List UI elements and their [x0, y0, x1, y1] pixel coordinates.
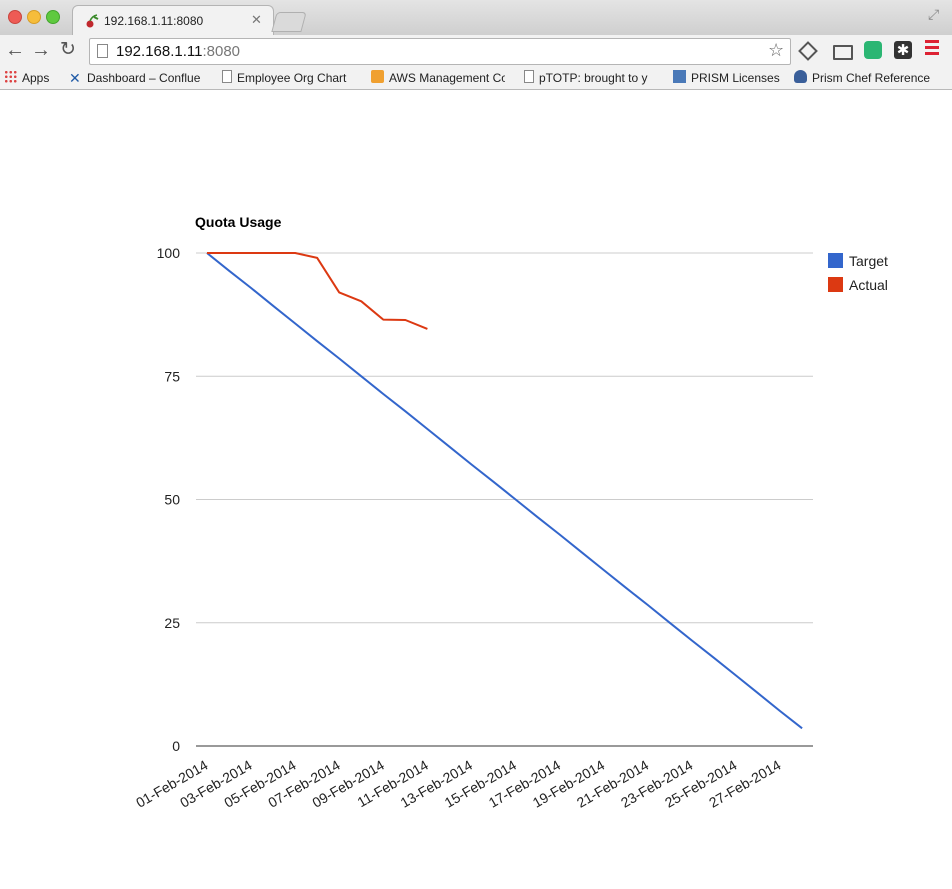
window-close-button[interactable] [8, 10, 22, 24]
fullscreen-icon[interactable]: ⤢ [928, 6, 940, 22]
bookmark-label: Apps [22, 71, 50, 85]
tab-close-icon[interactable]: ✕ [251, 12, 262, 27]
y-tick-label: 50 [164, 492, 180, 508]
bookmark-prism-licenses[interactable]: PRISM Licenses [673, 70, 780, 86]
extension-green-icon[interactable] [864, 41, 882, 59]
bookmark-employee-org-chart[interactable]: Employee Org Chart [222, 70, 349, 86]
bookmark-label: PRISM Licenses [691, 71, 780, 85]
legend-label-actual: Actual [849, 277, 888, 293]
x-axis-ticks: 01-Feb-201403-Feb-201405-Feb-201407-Feb-… [133, 757, 784, 811]
address-bar[interactable]: 192.168.1.11:8080 ☆ [89, 38, 791, 65]
y-axis-ticks: 0 25 50 75 100 [157, 245, 181, 754]
legend-label-target: Target [849, 253, 888, 269]
bookmark-aws[interactable]: AWS Management Co [371, 70, 505, 86]
reload-button[interactable]: ↻ [60, 39, 76, 60]
confluence-icon: ✕ [69, 70, 81, 86]
page-icon [524, 70, 534, 83]
tab-strip: 192.168.1.11:8080 ✕ ⤢ [0, 0, 952, 36]
bookmarks-bar: Apps ✕ Dashboard – Conflue Employee Org C… [0, 67, 952, 90]
page-icon [97, 44, 108, 58]
active-tab[interactable]: 192.168.1.11:8080 ✕ [72, 5, 274, 36]
bookmark-prism-chef[interactable]: Prism Chef Reference [794, 70, 930, 86]
browser-toolbar: ← → ↻ 192.168.1.11:8080 ☆ ✱ [0, 35, 952, 67]
url-host: 192.168.1.11 [116, 43, 203, 60]
bookmark-dashboard[interactable]: ✕ Dashboard – Conflue [69, 70, 200, 86]
bookmark-ptotp[interactable]: pTOTP: brought to y [524, 70, 651, 86]
bookmark-apps[interactable]: Apps [4, 70, 49, 86]
aws-icon [371, 70, 384, 83]
url-port: :8080 [202, 43, 241, 60]
extension-asterisk-icon[interactable]: ✱ [894, 41, 912, 59]
legend-swatch-target [828, 253, 843, 268]
legend-swatch-actual [828, 277, 843, 292]
bookmark-label: Prism Chef Reference [812, 71, 931, 85]
window-maximize-button[interactable] [46, 10, 60, 24]
chef-icon [794, 70, 807, 83]
gridlines [196, 252, 813, 747]
cast-icon[interactable] [833, 45, 853, 60]
url-text: 192.168.1.11:8080 [116, 43, 240, 60]
window-minimize-button[interactable] [27, 10, 41, 24]
cherry-favicon-icon [86, 14, 99, 28]
y-tick-label: 100 [157, 245, 181, 261]
legend: Target Actual [828, 253, 888, 293]
apps-grid-icon [4, 70, 17, 83]
chart-title: Quota Usage [195, 214, 282, 230]
series-line-actual [207, 252, 428, 330]
tab-title: 192.168.1.11:8080 [104, 14, 204, 28]
bookmark-label: Employee Org Chart [237, 71, 347, 85]
forward-button[interactable]: → [31, 39, 51, 61]
series-line-target [206, 252, 803, 730]
series-lines [206, 252, 803, 730]
bookmark-label: Dashboard – Conflue [87, 71, 200, 85]
bookmark-star-icon[interactable]: ☆ [768, 40, 785, 60]
prism-icon [673, 70, 686, 83]
back-button[interactable]: ← [5, 39, 25, 61]
y-tick-label: 0 [172, 738, 180, 754]
bookmark-label: AWS Management Co [389, 71, 505, 85]
chrome-menu-icon[interactable] [925, 40, 939, 58]
bookmark-label: pTOTP: brought to y [539, 71, 648, 85]
y-tick-label: 75 [164, 368, 180, 384]
page-icon [222, 70, 232, 83]
y-tick-label: 25 [164, 615, 180, 631]
